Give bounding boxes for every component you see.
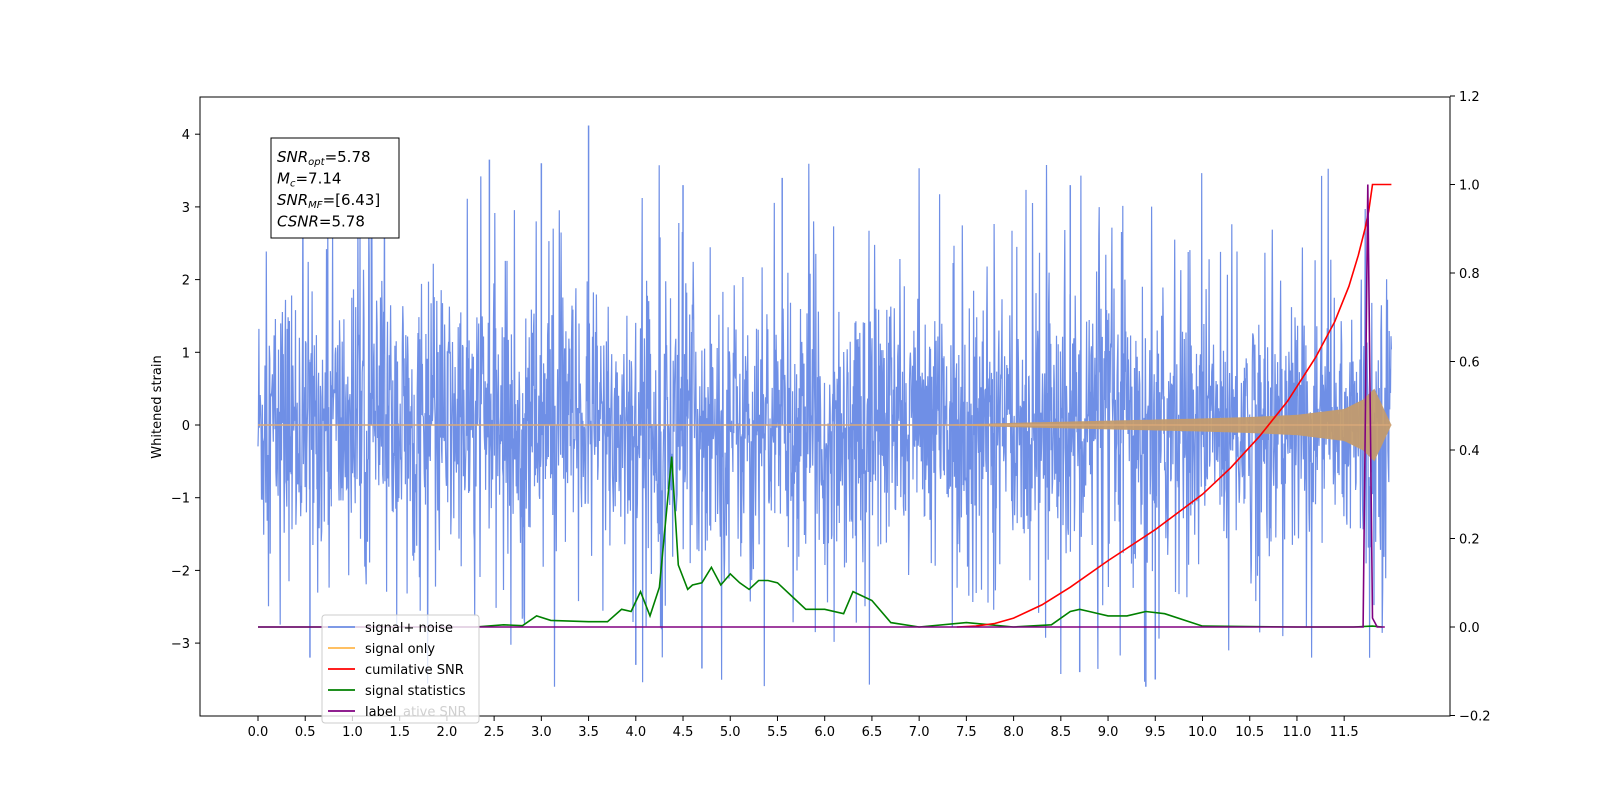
y-left-tick-label: 4 bbox=[182, 128, 190, 143]
y-axis-right: 1.2 1.0 0.8 0.6 0.4 0.2 0.0 −0.2 bbox=[1450, 90, 1491, 725]
legend-label: label bbox=[365, 705, 396, 720]
legend-overflow-text: ative SNR bbox=[403, 705, 467, 720]
legend-label: signal only bbox=[365, 642, 435, 657]
x-tick-label: 8.5 bbox=[1050, 725, 1071, 740]
y-right-tick-label: 0.6 bbox=[1459, 356, 1480, 371]
x-tick-label: 4.0 bbox=[625, 725, 646, 740]
y-right-tick-label: 0.8 bbox=[1459, 267, 1480, 282]
x-tick-label: 11.5 bbox=[1330, 725, 1359, 740]
noise-series bbox=[257, 125, 1392, 687]
x-tick-label: 2.5 bbox=[484, 725, 505, 740]
annotation-line: SNRMF=[6.43] bbox=[277, 191, 380, 211]
legend-label: signal+ noise bbox=[365, 621, 453, 636]
y-axis-left: 4 3 2 1 0 −1 −2 −3 bbox=[171, 128, 200, 652]
x-tick-label: 1.5 bbox=[389, 725, 410, 740]
y-left-tick-label: 1 bbox=[182, 346, 190, 361]
x-tick-label: 2.0 bbox=[437, 725, 458, 740]
y-right-tick-label: 0.2 bbox=[1459, 533, 1480, 548]
x-tick-label: 3.5 bbox=[578, 725, 599, 740]
annotation-frame bbox=[270, 137, 400, 239]
x-tick-label: 10.0 bbox=[1188, 725, 1217, 740]
x-tick-label: 6.0 bbox=[814, 725, 835, 740]
legend: signal+ noise signal only cumilative SNR si… bbox=[321, 614, 480, 724]
right-axis-series bbox=[258, 183, 1392, 628]
x-tick-label: 1.0 bbox=[342, 725, 363, 740]
signal-series bbox=[258, 388, 1392, 462]
annotation-line: CSNR=5.78 bbox=[277, 213, 365, 231]
x-tick-label: 3.0 bbox=[531, 725, 552, 740]
series-line-signal-statistics bbox=[258, 456, 1383, 628]
annotation-line: Mc=7.14 bbox=[277, 170, 341, 190]
y-right-tick-label: −0.2 bbox=[1459, 710, 1491, 725]
y-right-tick-label: 0.0 bbox=[1459, 621, 1480, 636]
y-right-tick-label: 0.4 bbox=[1459, 444, 1480, 459]
y-axis-label: Whitened strain bbox=[150, 355, 165, 458]
x-tick-label: 9.5 bbox=[1145, 725, 1166, 740]
legend-label: signal statistics bbox=[365, 684, 466, 699]
legend-frame bbox=[321, 614, 480, 724]
x-tick-label: 10.5 bbox=[1235, 725, 1264, 740]
y-left-tick-label: 2 bbox=[182, 274, 190, 289]
x-tick-label: 11.0 bbox=[1282, 725, 1311, 740]
x-tick-label: 5.5 bbox=[767, 725, 788, 740]
y-left-tick-label: 0 bbox=[182, 419, 190, 434]
x-tick-label: 7.0 bbox=[909, 725, 930, 740]
x-tick-label: 0.5 bbox=[295, 725, 316, 740]
legend-label: cumilative SNR bbox=[365, 663, 464, 678]
x-tick-label: 4.5 bbox=[673, 725, 694, 740]
x-tick-label: 0.0 bbox=[248, 725, 269, 740]
y-right-tick-label: 1.0 bbox=[1459, 179, 1480, 194]
x-tick-label: 7.5 bbox=[956, 725, 977, 740]
y-left-tick-label: −3 bbox=[171, 637, 190, 652]
y-left-tick-label: −1 bbox=[171, 492, 190, 507]
y-right-tick-label: 1.2 bbox=[1459, 90, 1480, 105]
x-tick-label: 9.0 bbox=[1098, 725, 1119, 740]
x-axis: 0.0 0.5 1.0 1.5 2.0 2.5 3.0 3.5 4.0 4.5 5.0 5.5 6.0 6… bbox=[248, 716, 1359, 740]
x-tick-label: 5.0 bbox=[720, 725, 741, 740]
x-tick-label: 6.5 bbox=[862, 725, 883, 740]
y-left-tick-label: −2 bbox=[171, 564, 190, 579]
series-line-label bbox=[258, 184, 1385, 628]
y-left-tick-label: 3 bbox=[182, 201, 190, 216]
x-tick-label: 8.0 bbox=[1003, 725, 1024, 740]
annotation-line: SNRopt=5.78 bbox=[277, 148, 371, 168]
series-line-signal-noise bbox=[257, 163, 1392, 687]
